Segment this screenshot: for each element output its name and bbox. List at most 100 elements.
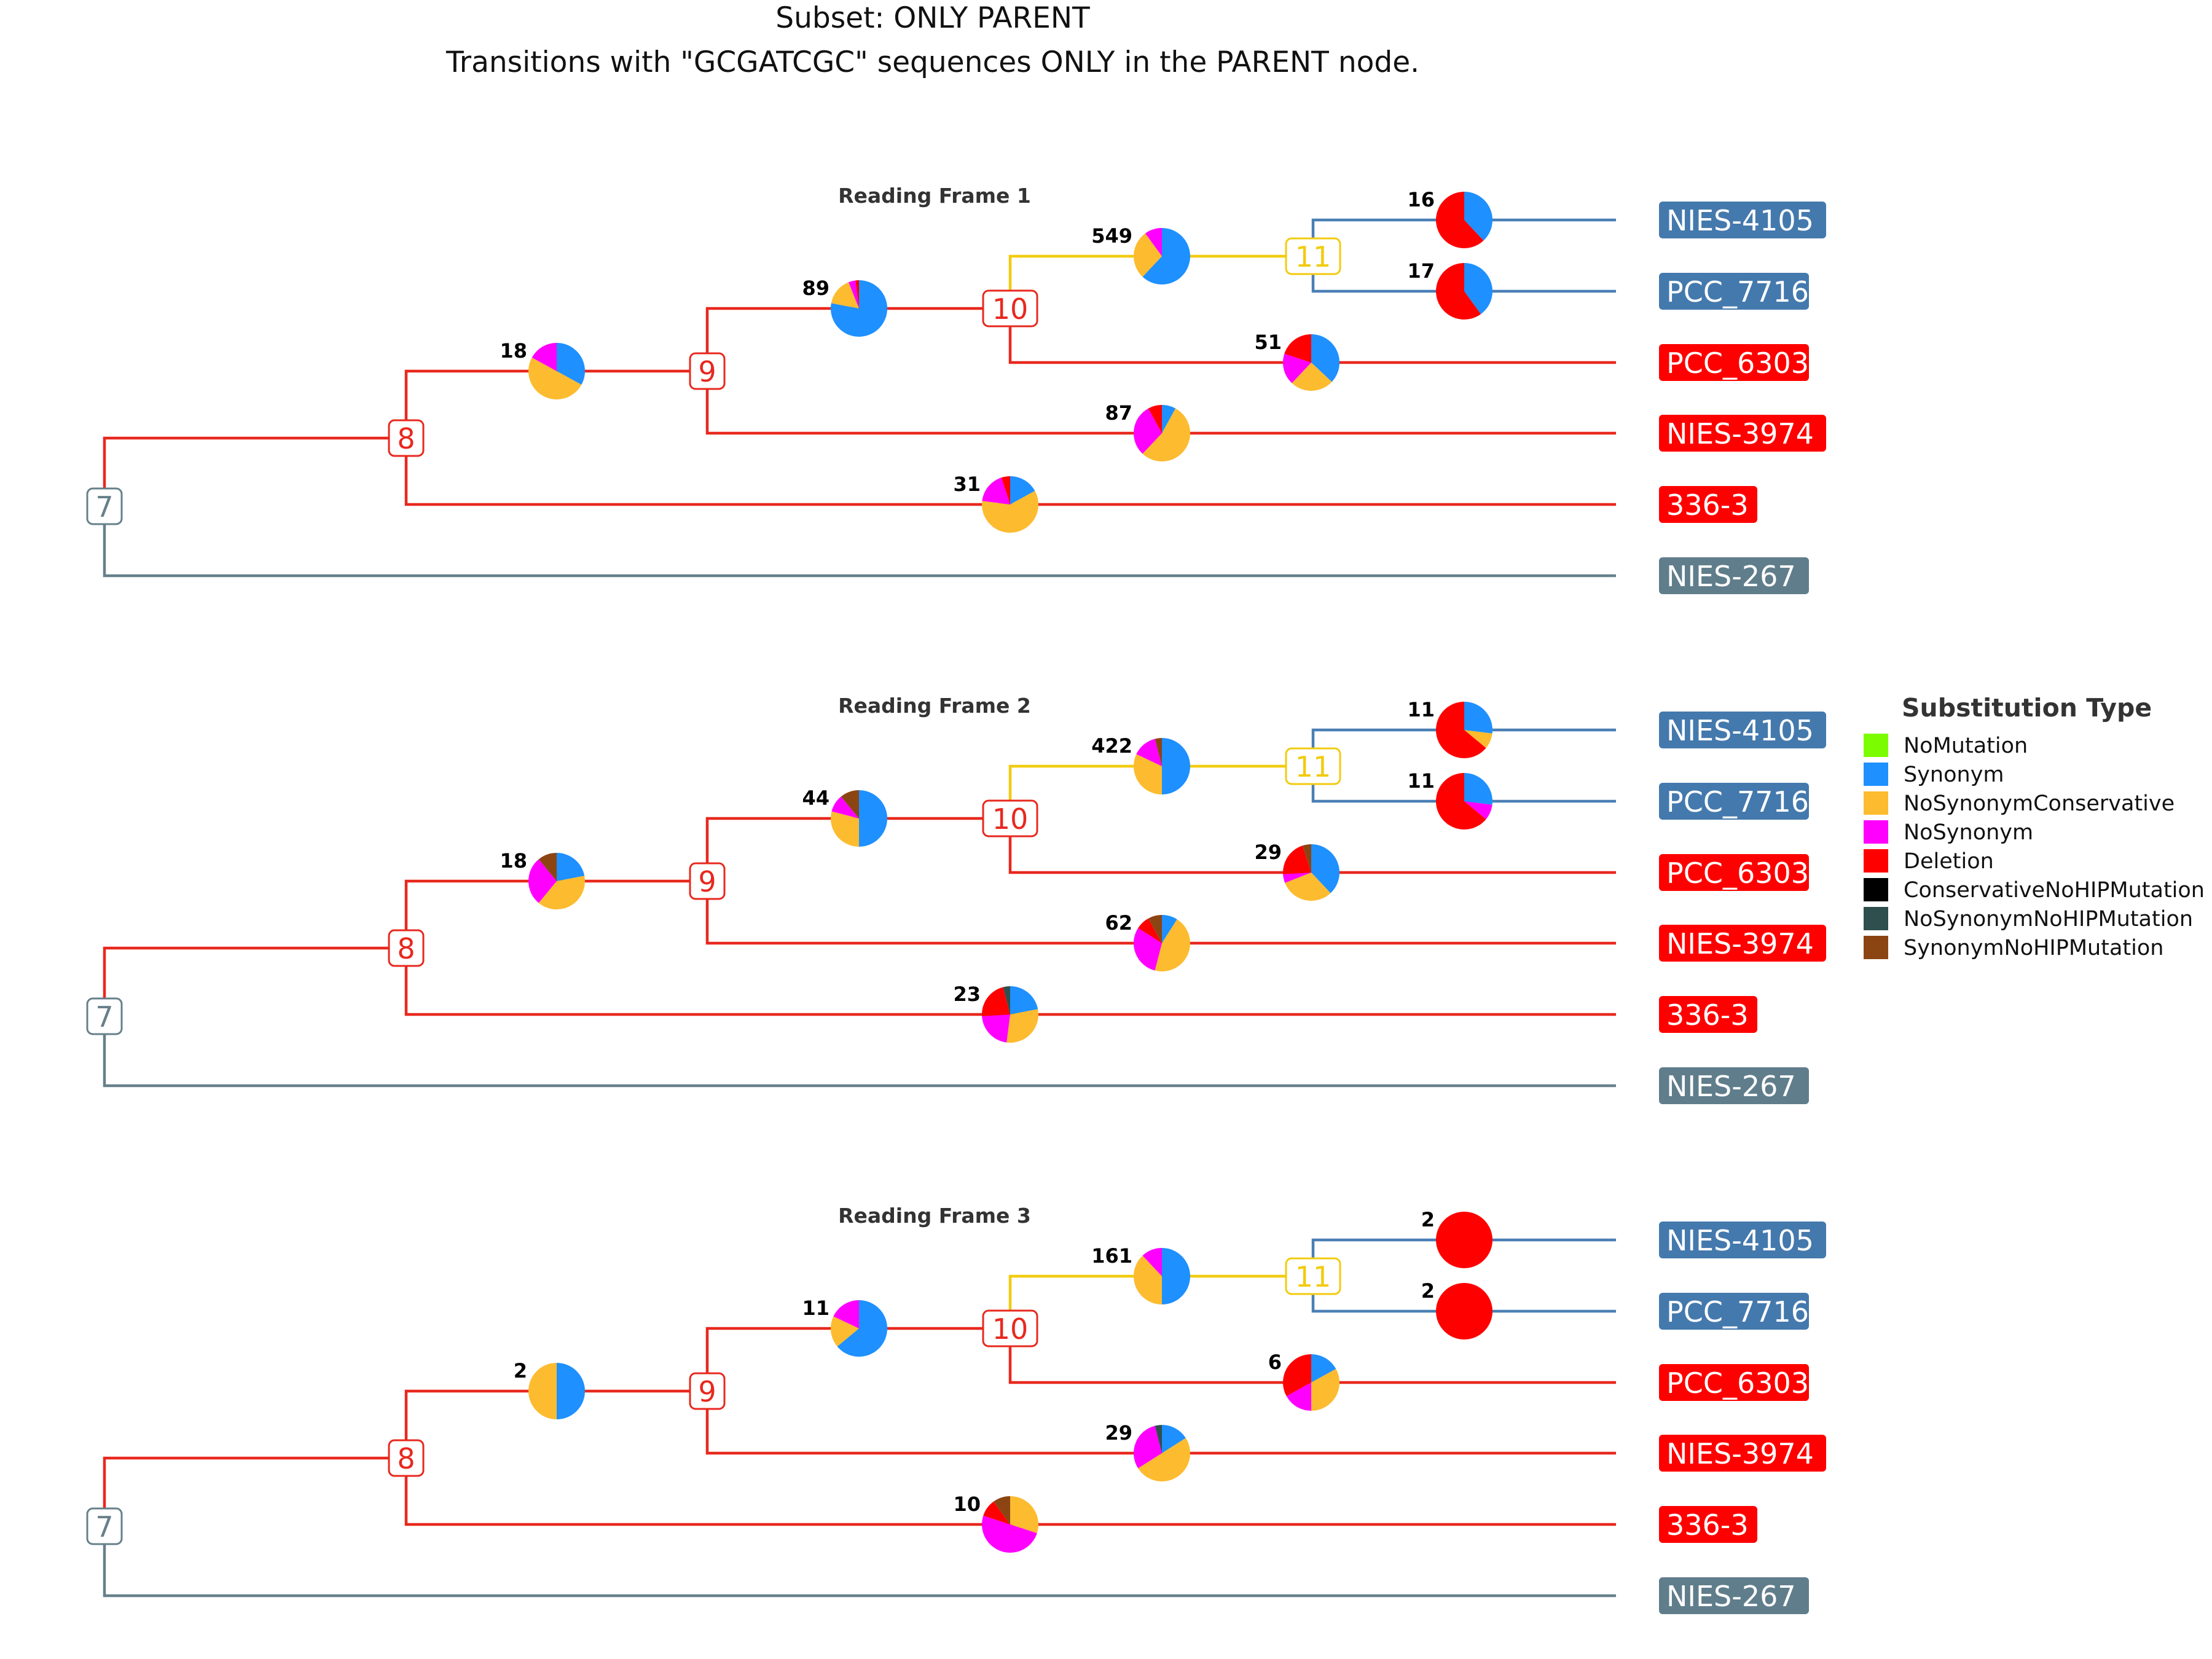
pie-slice-Synonym bbox=[1311, 844, 1340, 893]
pie-b8_9 bbox=[528, 1363, 585, 1419]
node-label-box bbox=[86, 487, 123, 525]
pie-slice-NoSynonymConservative bbox=[528, 1363, 557, 1419]
pie-b9_10 bbox=[831, 1300, 888, 1357]
pie-slice-Deletion bbox=[855, 280, 859, 308]
tip-label: PCC_6303 bbox=[1666, 347, 1809, 380]
tip-label: 336-3 bbox=[1666, 998, 1749, 1032]
pie-slice-NoSynonymConservative bbox=[1142, 408, 1190, 461]
pie-slice-NoSynonym bbox=[1133, 408, 1162, 454]
pie-b8_9 bbox=[528, 853, 586, 910]
pie-slice-Deletion bbox=[1436, 192, 1484, 249]
pie-count-label: 11 bbox=[1407, 769, 1435, 793]
tip-label-box bbox=[1659, 712, 1826, 748]
pie-slice-Deletion bbox=[1283, 1354, 1311, 1397]
node-label-7: 7 bbox=[95, 1510, 113, 1543]
tip-label-box bbox=[1659, 1364, 1809, 1401]
tip-label: PCC_7716 bbox=[1666, 785, 1809, 818]
pie-slice-Synonym bbox=[1311, 1354, 1336, 1382]
pie-slice-Synonym bbox=[1142, 228, 1190, 285]
pie-count-label: 87 bbox=[1105, 401, 1132, 425]
pie-bNIES3974 bbox=[1134, 1425, 1190, 1481]
tip-label: NIES-4105 bbox=[1666, 1224, 1814, 1257]
pie-bNIES3974 bbox=[1133, 405, 1190, 461]
node-label-box bbox=[1285, 1257, 1341, 1295]
node-label-box bbox=[388, 419, 425, 457]
pie-slice-NoSynonymConservative bbox=[1138, 1438, 1190, 1481]
tip-label-box bbox=[1659, 415, 1826, 452]
pie-slice-Deletion bbox=[1001, 476, 1010, 504]
pie-slice-NoSynonymNoHIPMutation bbox=[1155, 1425, 1162, 1453]
pie-slice-Synonym bbox=[1464, 773, 1492, 805]
pie-count-label: 31 bbox=[953, 473, 981, 496]
legend-item-label: NoSynonymConservative bbox=[1904, 791, 2175, 816]
pie-slice-Deletion bbox=[1436, 263, 1481, 320]
tip-label: PCC_7716 bbox=[1666, 1295, 1809, 1328]
pie-count-label: 549 bbox=[1091, 224, 1132, 248]
pie-count-label: 29 bbox=[1105, 1421, 1132, 1445]
pie-slice-Deletion bbox=[1436, 1212, 1492, 1268]
pie-slice-Synonym bbox=[1162, 915, 1177, 943]
pie-slice-NoSynonymConservative bbox=[831, 282, 859, 308]
legend-item-label: NoSynonym bbox=[1904, 820, 2033, 845]
legend-swatch bbox=[1864, 878, 1888, 901]
legend-item-label: NoSynonymNoHIPMutation bbox=[1904, 907, 2193, 931]
pie-slice-Deletion bbox=[1436, 773, 1486, 830]
branch-7-8 bbox=[103, 436, 406, 506]
tip-label: NIES-267 bbox=[1666, 560, 1796, 593]
pie-b10_11 bbox=[1133, 738, 1190, 794]
node-label-7: 7 bbox=[95, 490, 113, 524]
branch-9-nies3974 bbox=[705, 371, 1616, 435]
node-label-9: 9 bbox=[698, 355, 716, 388]
pie-bPCC6303 bbox=[1283, 334, 1340, 391]
figure-title: Subset: ONLY PARENT bbox=[775, 1, 1090, 35]
pie-slice-NoSynonym bbox=[1283, 353, 1311, 383]
pie-slice-Synonym bbox=[1162, 405, 1176, 433]
pie-count-label: 11 bbox=[1407, 698, 1435, 721]
node-label-9: 9 bbox=[698, 865, 716, 898]
pie-slice-Synonym bbox=[1311, 334, 1340, 382]
pie-slice-NoSynonym bbox=[528, 859, 557, 903]
branch-9-nies3974 bbox=[705, 881, 1616, 945]
pie-b336 bbox=[981, 476, 1038, 533]
legend: Substitution Type NoMutation Synonym NoSyno… bbox=[1864, 693, 2205, 960]
branch-9-nies3974 bbox=[705, 1391, 1616, 1455]
pie-slice-NoSynonym bbox=[1134, 1426, 1162, 1469]
legend-swatch bbox=[1864, 936, 1888, 959]
pie-slice-Deletion bbox=[1283, 845, 1311, 874]
branch-7-nies267 bbox=[103, 1526, 1616, 1598]
node-label-11: 11 bbox=[1295, 240, 1332, 273]
branch-8-336 bbox=[404, 948, 1616, 1016]
tip-label-box bbox=[1659, 854, 1809, 891]
tip-label-box bbox=[1659, 557, 1809, 594]
node-label-10: 10 bbox=[992, 1312, 1029, 1346]
branch-7-8 bbox=[103, 1456, 406, 1526]
tip-label: 336-3 bbox=[1666, 488, 1749, 522]
branch-9-10 bbox=[705, 1327, 1010, 1391]
pie-slice-Synonym bbox=[557, 853, 585, 881]
pie-slice-NoSynonym bbox=[982, 1515, 1037, 1553]
pie-slice-Deletion bbox=[1436, 702, 1486, 758]
pie-slice-NoSynonymNoHIPMutation bbox=[1003, 986, 1010, 1014]
pie-b8_9 bbox=[528, 343, 585, 400]
legend-title: Substitution Type bbox=[1902, 693, 2152, 723]
branch-8-336 bbox=[404, 438, 1616, 506]
pie-slice-NoSynonymConservative bbox=[831, 1316, 859, 1347]
legend-item-label: Synonym bbox=[1904, 763, 2004, 787]
pie-slice-NoSynonymConservative bbox=[1285, 873, 1331, 901]
pie-slice-NoSynonym bbox=[1145, 228, 1162, 256]
node-label-box bbox=[689, 862, 726, 900]
pie-count-label: 11 bbox=[802, 1296, 830, 1320]
pie-bPCC7716 bbox=[1436, 263, 1492, 320]
tip-label: NIES-267 bbox=[1666, 1580, 1796, 1613]
pie-slice-Synonym bbox=[1010, 986, 1038, 1014]
pie-slice-NoSynonymConservative bbox=[1464, 730, 1492, 748]
panel-title: Reading Frame 3 bbox=[838, 1204, 1031, 1228]
pie-slice-Deletion bbox=[982, 987, 1010, 1016]
tip-label-box bbox=[1659, 1577, 1809, 1614]
pie-slice-SynonymNoHIPMutation bbox=[1155, 738, 1162, 766]
pie-slice-NoSynonym bbox=[833, 1300, 859, 1328]
tip-label: NIES-4105 bbox=[1666, 204, 1814, 237]
pie-slice-NoSynonymConservative bbox=[1010, 1496, 1038, 1534]
pie-count-label: 422 bbox=[1091, 734, 1132, 758]
tree-panel-3: Reading Frame 3 7 8 9 10 11 NIES-4105 PCC_7716 P… bbox=[86, 1204, 1826, 1614]
